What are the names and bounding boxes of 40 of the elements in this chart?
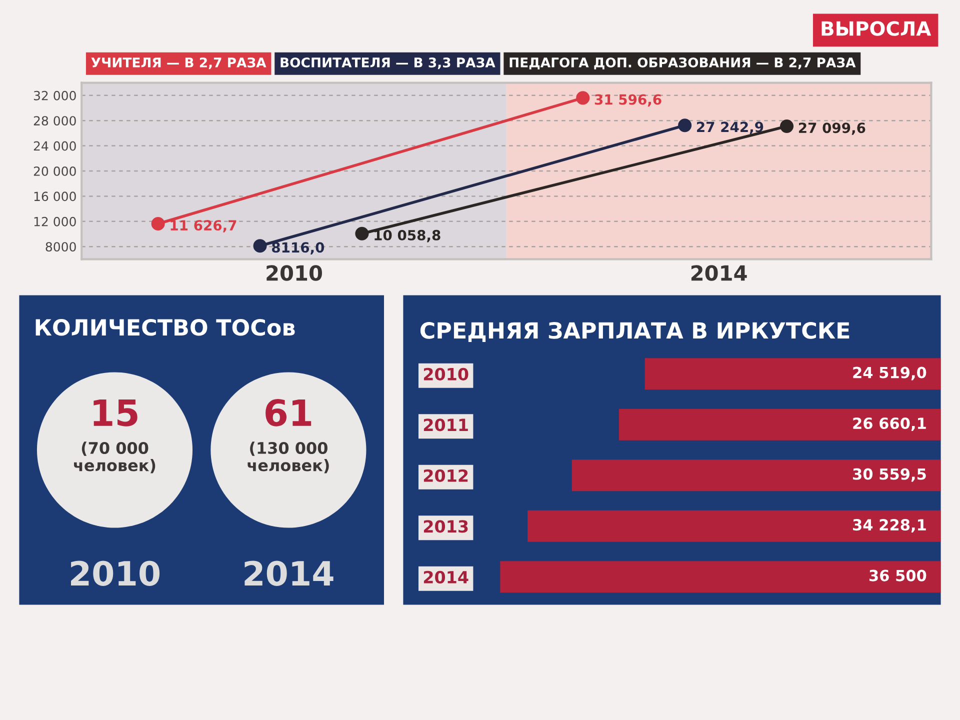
bar <box>528 510 941 542</box>
bar <box>572 460 941 492</box>
data-label: 31 596,6 <box>594 94 662 107</box>
bar <box>644 358 941 390</box>
data-label: 27 099,6 <box>798 122 866 135</box>
data-label: 15 <box>94 399 138 426</box>
text: ПЕДАГОГА ДОП. ОБРАЗОВАНИЯ — В 2,7 РАЗА <box>510 58 856 70</box>
data-label: 30 559,5 <box>853 468 926 482</box>
category-label: 2014 <box>244 560 334 586</box>
y-tick-label: 2010 <box>424 368 468 380</box>
text: (70 000 человек) <box>74 442 156 474</box>
data-label: 10 058,8 <box>374 230 440 242</box>
text: (130 000 человек) <box>248 442 329 474</box>
data-label: 8116,0 <box>272 242 324 254</box>
y-tick-label: 2014 <box>424 570 468 584</box>
data-label: 26 660,1 <box>853 418 926 432</box>
y-tick-label: 20 000 <box>34 166 76 176</box>
bar <box>618 408 941 440</box>
data-label: 36 500 <box>869 570 926 582</box>
data-label: 61 <box>266 399 312 426</box>
y-tick-label: 32 000 <box>34 90 76 100</box>
text: КОЛИЧЕСТВО ТОСов <box>36 318 295 336</box>
text: УЧИТЕЛЯ — В 2,7 РАЗА <box>91 58 266 70</box>
y-tick-label: 2011 <box>424 418 468 432</box>
chart-title: ВЫРОСЛА <box>822 21 932 36</box>
y-tick-label: 2013 <box>424 520 468 533</box>
y-tick-label: 28 000 <box>34 116 76 126</box>
data-label: 27 242,9 <box>697 122 764 134</box>
y-tick-label: 8000 <box>46 242 76 252</box>
text: ВОСПИТАТЕЛЯ — В 3,3 РАЗА <box>280 58 496 70</box>
data-label: 24 519,0 <box>853 366 926 380</box>
data-label: 34 228,1 <box>853 519 926 533</box>
chart-title: СРЕДНЯЯ ЗАРПЛАТА В ИРКУТСКЕ <box>420 322 850 342</box>
y-tick-label: 2012 <box>424 469 468 482</box>
category-label: 2010 <box>70 560 160 586</box>
y-tick-label: 12 000 <box>34 216 76 226</box>
data-label: 11 626,7 <box>170 220 236 232</box>
y-tick-label: 16 000 <box>34 192 76 202</box>
y-tick-label: 24 000 <box>34 141 76 151</box>
bar <box>500 561 941 593</box>
